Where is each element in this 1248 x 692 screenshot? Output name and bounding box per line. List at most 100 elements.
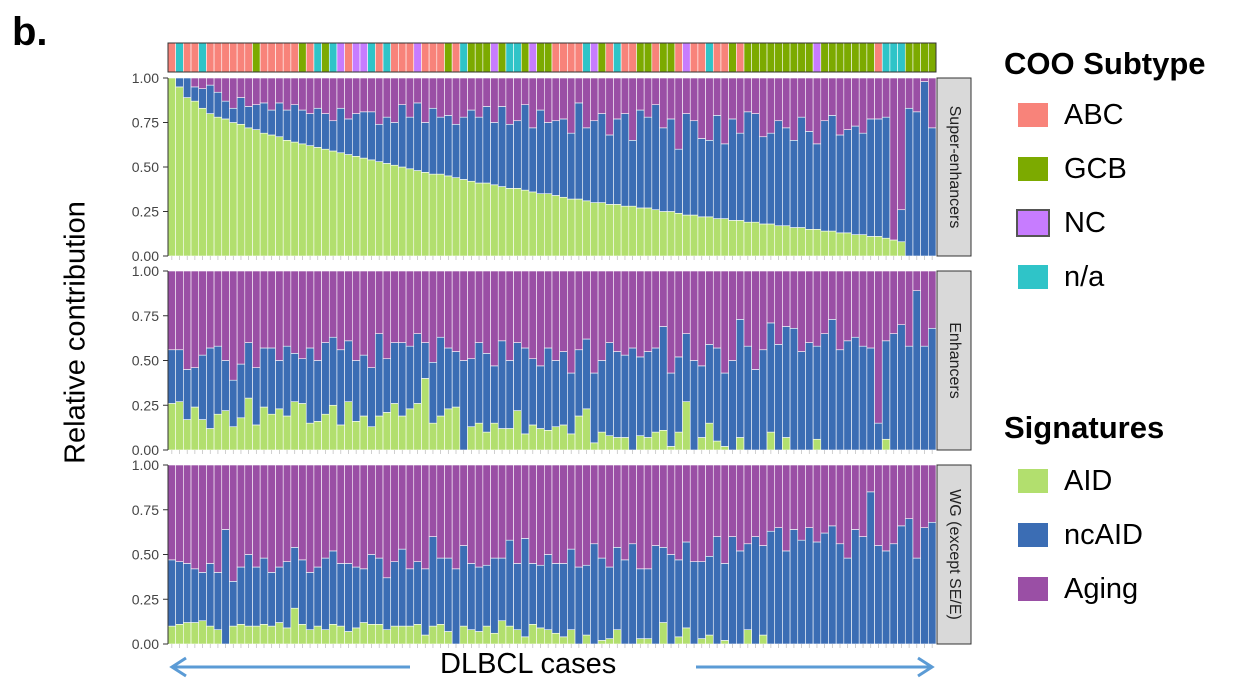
- bar-segment-ncaid: [275, 360, 284, 410]
- bar-segment-aging: [221, 464, 230, 530]
- bar-segment-aging: [835, 270, 845, 351]
- bar-segment-ncaid: [520, 538, 530, 638]
- bar-segment-aging: [513, 270, 522, 343]
- bar-segment-aid: [705, 216, 714, 257]
- coo-cell: [290, 42, 299, 73]
- bar-segment-aging: [797, 464, 806, 541]
- coo-cell: [643, 42, 653, 73]
- bar-segment-ncaid: [221, 100, 230, 120]
- bar-segment-ncaid: [213, 345, 223, 415]
- bar-segment-aid: [421, 634, 430, 645]
- bar-segment-ncaid: [851, 336, 860, 451]
- bar-segment-aging: [812, 270, 822, 347]
- bar-segment-aid: [390, 625, 399, 645]
- bar-segment-ncaid: [428, 107, 438, 175]
- bar-segment-aid: [421, 378, 430, 451]
- coo-cell: [282, 42, 292, 73]
- bar-segment-aid: [536, 193, 545, 257]
- bar-segment-aid: [275, 136, 284, 257]
- bar-segment-ncaid: [290, 104, 299, 143]
- legend-swatch-aid: [1016, 467, 1050, 495]
- bar-segment-aid: [175, 401, 184, 451]
- y-tick-label: 0.50: [132, 547, 159, 563]
- bar-segment-aid: [697, 638, 706, 645]
- bar-segment-aging: [774, 77, 783, 122]
- bar-segment-ncaid: [467, 109, 476, 182]
- bar-segment-aid: [643, 638, 653, 645]
- bar-segment-aging: [574, 270, 584, 351]
- bar-segment-aid: [782, 437, 791, 451]
- bar-segment-aid: [743, 629, 752, 645]
- bar-segment-ncaid: [305, 572, 315, 630]
- coo-cell: [451, 42, 461, 73]
- bar-segment-aging: [782, 270, 791, 327]
- bar-segment-aid: [382, 412, 392, 451]
- bar-segment-aid: [682, 214, 691, 257]
- bar-segment-aging: [375, 464, 384, 559]
- bar-segment-ncaid: [490, 122, 499, 186]
- bar-segment-ncaid: [252, 566, 261, 627]
- bar-segment-ncaid: [490, 365, 499, 424]
- bar-segment-aging: [712, 77, 722, 116]
- bar-segment-ncaid: [482, 106, 491, 184]
- bar-segment-aging: [183, 464, 192, 564]
- bar-segment-ncaid: [574, 566, 584, 645]
- bar-segment-ncaid: [405, 116, 415, 170]
- bar-segment-aging: [751, 77, 760, 114]
- facet-label: WG (except SE/E): [946, 489, 963, 620]
- bar-segment-ncaid: [689, 360, 699, 451]
- bar-segment-aging: [275, 270, 284, 361]
- bar-segment-ncaid: [298, 358, 307, 404]
- bar-segment-aging: [858, 270, 868, 347]
- bar-segment-ncaid: [336, 563, 345, 627]
- bar-segment-ncaid: [551, 563, 560, 634]
- bar-segment-aging: [505, 464, 514, 541]
- bar-segment-ncaid: [613, 547, 622, 630]
- bar-segment-ncaid: [628, 347, 637, 451]
- bar-segment-aging: [206, 464, 215, 564]
- bar-segment-aging: [920, 77, 929, 82]
- bar-segment-aging: [505, 270, 514, 361]
- bar-segment-aging: [544, 464, 553, 555]
- bar-segment-aging: [436, 464, 445, 559]
- coo-cell: [213, 42, 223, 73]
- bar-segment-ncaid: [774, 344, 783, 451]
- bar-segment-ncaid: [582, 338, 591, 410]
- bar-segment-aid: [451, 177, 461, 257]
- bar-segment-aid: [520, 636, 530, 645]
- bar-segment-aid: [797, 227, 806, 257]
- bar-segment-ncaid: [605, 134, 614, 205]
- coo-cell: [889, 42, 898, 73]
- bar-segment-aid: [313, 421, 322, 451]
- bar-segment-aid: [574, 415, 584, 451]
- bar-segment-aging: [628, 270, 637, 349]
- bar-segment-ncaid: [820, 120, 829, 232]
- coo-cell: [528, 42, 537, 73]
- bar-segment-aid: [352, 421, 361, 451]
- bar-segment-aid: [267, 625, 276, 645]
- bar-segment-aid: [490, 184, 499, 257]
- bar-segment-ncaid: [244, 106, 253, 129]
- coo-cell: [766, 42, 776, 73]
- bar-segment-aid: [705, 634, 714, 645]
- bar-segment-aging: [743, 77, 752, 113]
- bar-segment-ncaid: [259, 102, 269, 134]
- bar-segment-aging: [513, 464, 522, 564]
- bar-segment-aging: [843, 270, 852, 342]
- bar-segment-aging: [275, 77, 284, 104]
- bar-segment-aging: [413, 270, 422, 334]
- bar-segment-aging: [298, 77, 307, 111]
- coo-cell: [436, 42, 445, 73]
- legend-sig-item: ncAID: [1004, 508, 1164, 562]
- coo-cell: [759, 42, 768, 73]
- bar-segment-aging: [413, 464, 422, 562]
- bar-segment-aid: [213, 413, 223, 451]
- facet-strip: [936, 77, 972, 257]
- bar-segment-ncaid: [513, 120, 522, 189]
- bar-segment-aid: [298, 143, 307, 257]
- bar-segment-ncaid: [805, 527, 814, 645]
- bar-segment-aid: [689, 214, 699, 257]
- bar-segment-aid: [544, 629, 553, 645]
- bar-segment-ncaid: [766, 322, 776, 433]
- bar-segment-aid: [736, 437, 745, 451]
